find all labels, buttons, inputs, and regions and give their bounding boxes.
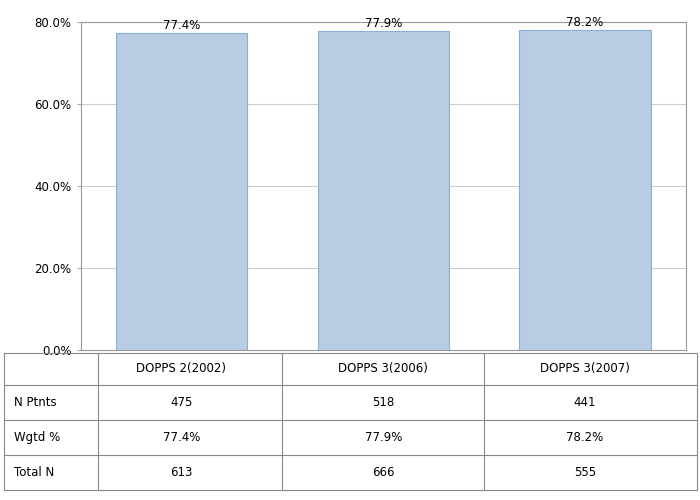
Text: 78.2%: 78.2%	[566, 431, 603, 444]
Bar	[519, 30, 651, 350]
Text: 518: 518	[372, 396, 394, 409]
Text: 555: 555	[574, 466, 596, 479]
Text: 441: 441	[574, 396, 596, 409]
Text: 78.2%: 78.2%	[566, 16, 603, 28]
Text: DOPPS 2(2002): DOPPS 2(2002)	[136, 362, 226, 375]
Text: 77.9%: 77.9%	[365, 17, 402, 30]
Text: 77.4%: 77.4%	[162, 19, 200, 32]
Text: Total N: Total N	[14, 466, 55, 479]
Text: N Ptnts: N Ptnts	[14, 396, 57, 409]
Text: 77.9%: 77.9%	[365, 431, 402, 444]
Bar	[116, 33, 247, 350]
Text: Wgtd %: Wgtd %	[14, 431, 60, 444]
Text: 77.4%: 77.4%	[162, 431, 200, 444]
Text: DOPPS 3(2007): DOPPS 3(2007)	[540, 362, 630, 375]
Text: 666: 666	[372, 466, 395, 479]
Text: 613: 613	[170, 466, 192, 479]
Bar	[318, 31, 449, 350]
Text: 475: 475	[170, 396, 192, 409]
Text: DOPPS 3(2006): DOPPS 3(2006)	[338, 362, 428, 375]
